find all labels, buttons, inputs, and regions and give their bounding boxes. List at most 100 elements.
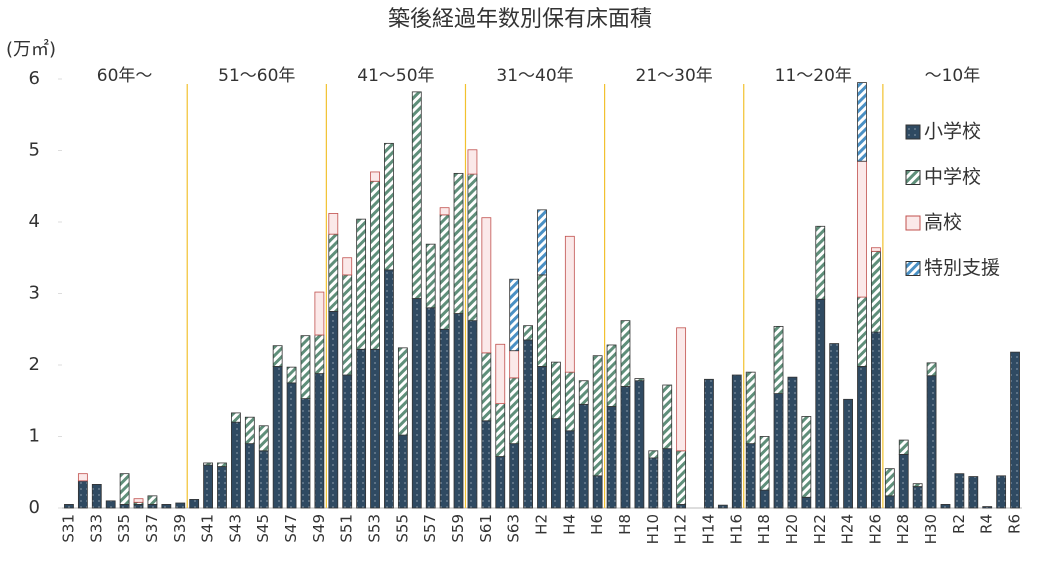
- bar-segment: [982, 506, 993, 509]
- period-label: 〜10年: [925, 66, 981, 86]
- bar-segment: [676, 504, 687, 509]
- bar-segment: [217, 466, 227, 509]
- bar-segment: [676, 450, 687, 505]
- x-tick-label: S55: [393, 514, 411, 543]
- bar-segment: [286, 366, 297, 384]
- legend-swatch: [905, 215, 921, 231]
- bar-segment: [258, 425, 269, 452]
- bar-segment: [370, 348, 380, 509]
- bar-segment: [425, 307, 436, 509]
- bar-segment: [829, 343, 840, 509]
- bar-segment: [105, 500, 116, 509]
- x-tick-label: S45: [254, 514, 272, 543]
- bar-segment: [119, 473, 130, 505]
- bar-segment: [342, 257, 353, 276]
- bar-segment: [662, 448, 673, 509]
- legend-swatch: [905, 124, 921, 140]
- bar-segment: [453, 313, 464, 509]
- bar-segment: [244, 416, 255, 445]
- bar-segment: [244, 443, 255, 509]
- bar-segment: [495, 343, 506, 405]
- x-tick-label: S51: [338, 514, 356, 543]
- bar-segment: [801, 496, 812, 509]
- bar-segment: [773, 393, 784, 509]
- bar-segment: [857, 82, 867, 162]
- bar-segment: [133, 498, 144, 503]
- x-tick-label: H20: [783, 514, 801, 544]
- bar-segment: [537, 274, 547, 367]
- legend-label: 小学校: [924, 121, 981, 143]
- legend-swatch: [905, 261, 921, 276]
- bar-segment: [203, 462, 213, 466]
- bar-segment: [439, 207, 450, 216]
- bar-segment: [926, 362, 937, 377]
- bar-segment: [884, 468, 895, 497]
- bar-segment: [342, 374, 353, 509]
- bar-segment: [648, 457, 659, 509]
- bar-segment: [509, 350, 520, 379]
- bar-segment: [314, 291, 325, 336]
- bar-segment: [467, 149, 478, 175]
- bar-segment: [161, 504, 172, 509]
- bar-segment: [370, 171, 380, 182]
- bar-segment: [147, 504, 158, 509]
- bar-segment: [314, 334, 325, 374]
- x-tick-label: S41: [199, 514, 217, 543]
- x-tick-label: H2: [533, 514, 551, 535]
- x-tick-label: R4: [978, 514, 996, 534]
- bar-segment: [537, 366, 547, 509]
- x-tick-label: H6: [588, 514, 606, 535]
- bar-segment: [523, 339, 533, 509]
- x-tick-label: H4: [560, 514, 578, 535]
- x-tick-label: S39: [171, 514, 189, 543]
- bar-segment: [551, 361, 561, 420]
- bar-segment: [912, 483, 923, 487]
- bar-segment: [996, 475, 1007, 509]
- bar-segment: [133, 504, 144, 509]
- x-tick-label: H26: [866, 514, 884, 544]
- y-tick-label: 3: [29, 283, 40, 304]
- x-tick-label: S37: [143, 514, 161, 543]
- bar-segment: [871, 331, 881, 509]
- bar-segment: [286, 382, 297, 509]
- x-tick-label: H12: [672, 514, 690, 544]
- bar-segment: [759, 436, 770, 491]
- bar-segment: [634, 380, 645, 509]
- bar-segment: [203, 464, 213, 509]
- y-tick-label: 4: [29, 211, 40, 232]
- bar-segment: [717, 504, 728, 509]
- x-tick-label: H30: [922, 514, 940, 544]
- bar-segment: [509, 443, 520, 509]
- bar-segment: [926, 375, 937, 509]
- bar-segment: [564, 235, 575, 373]
- period-label: 51〜60年: [218, 66, 295, 86]
- x-tick-label: S53: [366, 514, 384, 543]
- bar-segment: [745, 371, 756, 445]
- bar-segment: [425, 243, 436, 309]
- bar-segment: [648, 450, 659, 459]
- bar-segment: [300, 398, 311, 509]
- bar-segment: [787, 376, 798, 509]
- bar-segment: [871, 247, 881, 252]
- bar-segment: [801, 416, 812, 498]
- bar-segment: [898, 453, 909, 509]
- bar-segment: [773, 325, 784, 395]
- bar-segment: [509, 278, 520, 352]
- bar-segment: [509, 377, 520, 445]
- bar-segment: [884, 495, 895, 509]
- bar-segment: [467, 173, 478, 322]
- bar-segment: [1010, 351, 1020, 509]
- bar-segment: [620, 386, 631, 509]
- bar-segment: [356, 218, 367, 350]
- bar-segment: [592, 475, 603, 509]
- x-tick-label: H28: [894, 514, 912, 544]
- bar-segment: [857, 160, 867, 298]
- y-axis-label: (万㎡): [6, 38, 56, 60]
- bar-segment: [258, 450, 269, 509]
- bar-segment: [119, 504, 130, 509]
- bar-segment: [578, 380, 589, 405]
- bar-segment: [898, 439, 909, 455]
- bar-segment: [397, 434, 408, 509]
- bar-segment: [91, 484, 102, 509]
